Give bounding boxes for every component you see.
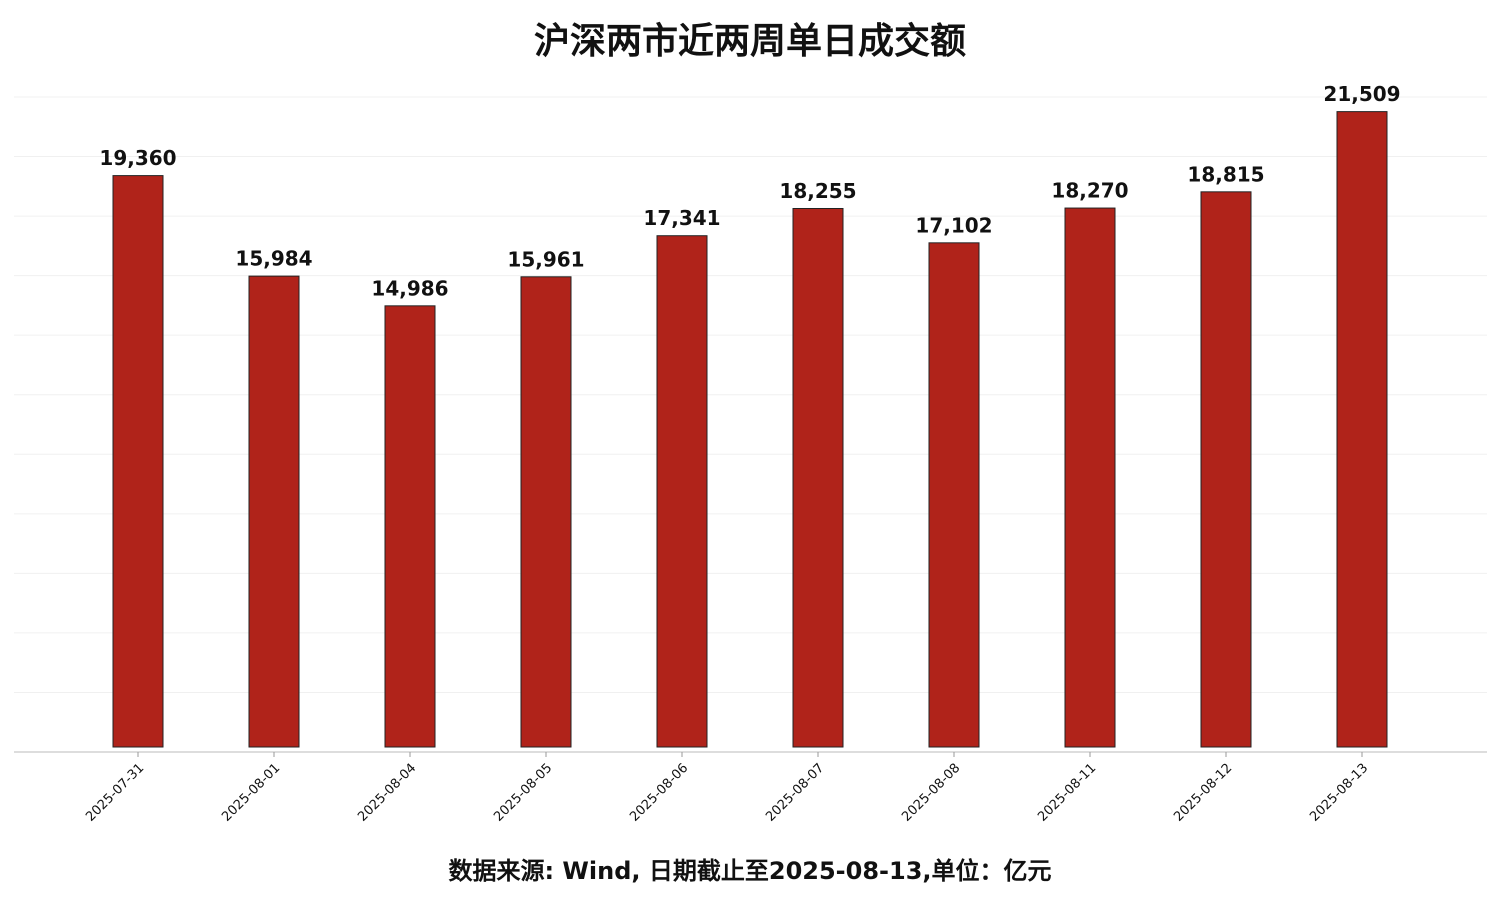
bar: [1200, 191, 1252, 748]
value-label: 14,986: [371, 276, 448, 300]
x-tick-label: 2025-08-08: [899, 761, 963, 825]
bar: [1336, 111, 1388, 748]
x-tick-label: 2025-08-12: [1171, 761, 1235, 825]
bar: [520, 276, 572, 748]
bar: [656, 235, 708, 748]
value-label: 21,509: [1323, 82, 1400, 106]
x-tick-label: 2025-08-04: [355, 761, 419, 825]
value-label: 18,255: [779, 179, 856, 203]
bar: [384, 305, 436, 748]
bar: [928, 242, 980, 748]
value-label: 19,360: [99, 146, 176, 170]
bar: [112, 175, 164, 748]
value-label: 15,984: [235, 247, 312, 271]
value-label: 17,341: [643, 206, 720, 230]
value-label: 15,961: [507, 247, 584, 271]
x-tick-label: 2025-07-31: [83, 761, 147, 825]
x-tick-label: 2025-08-11: [1035, 761, 1099, 825]
x-tick-label: 2025-08-01: [219, 761, 283, 825]
value-label: 18,815: [1187, 162, 1264, 186]
value-label: 17,102: [915, 213, 992, 237]
x-tick-label: 2025-08-07: [763, 761, 827, 825]
bar: [1064, 207, 1116, 748]
value-label: 18,270: [1051, 179, 1128, 203]
chart-title: 沪深两市近两周单日成交额: [534, 20, 966, 62]
bar: [248, 275, 300, 748]
bar: [792, 207, 844, 748]
x-tick-label: 2025-08-06: [627, 761, 691, 825]
source-note: 数据来源: Wind, 日期截止至2025-08-13,单位：亿元: [448, 857, 1051, 885]
x-tick-label: 2025-08-05: [491, 761, 555, 825]
x-tick-label: 2025-08-13: [1307, 761, 1371, 825]
